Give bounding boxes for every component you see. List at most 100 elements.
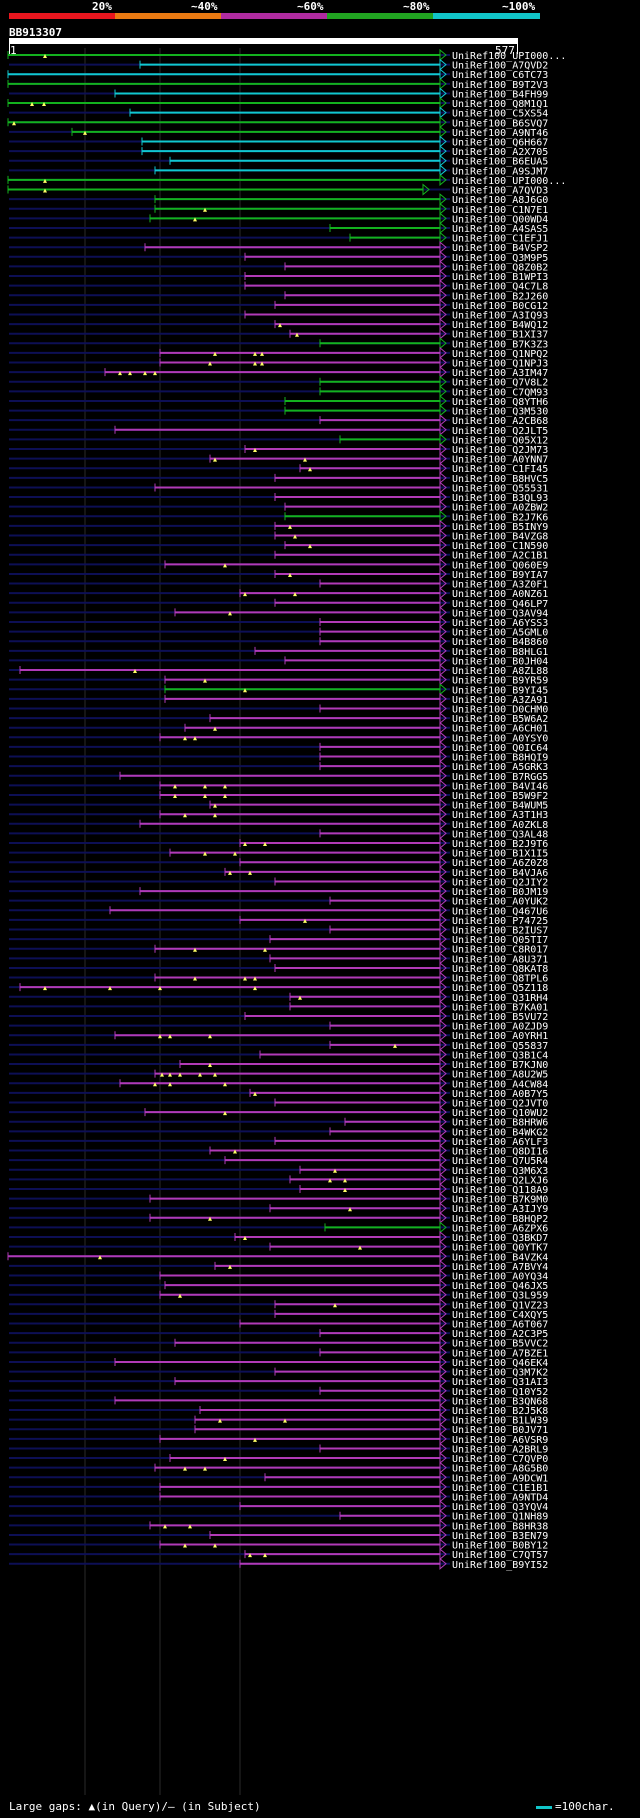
hit-row[interactable]: UniRef100_A2C3P5 — [9, 1327, 548, 1340]
hit-label[interactable]: UniRef100_A6YLF3 — [452, 1137, 548, 1148]
hit-row[interactable]: UniRef100_B1LW39 — [9, 1413, 548, 1427]
hit-label[interactable]: UniRef100_A5GML0 — [452, 628, 548, 639]
hit-row[interactable]: UniRef100_A3T1H3 — [9, 808, 548, 821]
hit-label[interactable]: UniRef100_B8HRW6 — [452, 1118, 548, 1129]
hit-row[interactable]: UniRef100_UPI000... — [7, 173, 566, 187]
hit-row[interactable]: UniRef100_A2X705 — [9, 145, 548, 158]
hit-label[interactable]: UniRef100_P74725 — [452, 916, 548, 927]
hit-label[interactable]: UniRef100_B8HQI9 — [452, 753, 548, 764]
hit-row[interactable]: UniRef100_D0CHM0 — [9, 702, 548, 715]
hit-label[interactable]: UniRef100_B3QN68 — [452, 1396, 548, 1407]
hit-row[interactable]: UniRef100_Q3AV94 — [9, 606, 548, 619]
hit-label[interactable]: UniRef100_A9DCW1 — [452, 1473, 548, 1484]
hit-row[interactable]: UniRef100_B5VVC2 — [9, 1336, 548, 1350]
hit-label[interactable]: UniRef100_B0BY12 — [452, 1541, 548, 1552]
hit-label[interactable]: UniRef100_B5W9F2 — [452, 791, 548, 802]
hit-row[interactable]: UniRef100_UPI000... — [7, 48, 566, 62]
hit-label[interactable]: UniRef100_B2J7K6 — [452, 512, 548, 523]
hit-row[interactable]: UniRef100_B8HLG1 — [9, 644, 548, 658]
hit-label[interactable]: UniRef100_B2J5K8 — [452, 1406, 548, 1417]
hit-row[interactable]: UniRef100_B0JM19 — [9, 885, 548, 898]
hit-row[interactable]: UniRef100_B4B860 — [9, 635, 548, 648]
hit-label[interactable]: UniRef100_Q3B1C4 — [452, 1050, 548, 1061]
hit-label[interactable]: UniRef100_A0YNN7 — [452, 455, 548, 466]
hit-label[interactable]: UniRef100_Q8M1Q1 — [452, 99, 548, 110]
hit-row[interactable]: UniRef100_Q3AL48 — [9, 827, 548, 840]
hit-row[interactable]: UniRef100_Q8KAT8 — [9, 961, 548, 975]
hit-label[interactable]: UniRef100_Q3AV94 — [452, 608, 548, 619]
hit-label[interactable]: UniRef100_Q00WD4 — [452, 214, 548, 225]
hit-label[interactable]: UniRef100_B4FH99 — [452, 89, 548, 100]
hit-row[interactable]: UniRef100_Q060E9 — [9, 558, 548, 571]
hit-label[interactable]: UniRef100_A7QVD3 — [452, 186, 548, 197]
hit-label[interactable]: UniRef100_Q118A9 — [452, 1185, 548, 1196]
hit-label[interactable]: UniRef100_B1WPI3 — [452, 272, 548, 283]
hit-label[interactable]: UniRef100_B9YI45 — [452, 685, 548, 696]
hit-label[interactable]: UniRef100_B2J9T6 — [452, 839, 548, 850]
hit-row[interactable]: UniRef100_B5INY9 — [9, 519, 548, 533]
hit-label[interactable]: UniRef100_Q8Z0B2 — [452, 262, 548, 273]
hit-label[interactable]: UniRef100_Q0IC64 — [452, 743, 548, 754]
hit-row[interactable]: UniRef100_B8HQP2 — [9, 1211, 548, 1225]
hit-row[interactable]: UniRef100_Q0YTK7 — [9, 1240, 548, 1254]
hit-row[interactable]: UniRef100_B4VZK4 — [7, 1250, 548, 1263]
hit-row[interactable]: UniRef100_Q3M9P5 — [9, 250, 548, 264]
hit-row[interactable]: UniRef100_B2J5K8 — [9, 1403, 548, 1417]
hit-row[interactable]: UniRef100_C6TC73 — [7, 68, 548, 81]
hit-label[interactable]: UniRef100_B0JV71 — [452, 1425, 548, 1436]
hit-label[interactable]: UniRef100_B7KJN0 — [452, 1060, 548, 1071]
hit-label[interactable]: UniRef100_A0ZJD9 — [452, 1022, 548, 1033]
hit-label[interactable]: UniRef100_C6TC73 — [452, 70, 548, 81]
hit-label[interactable]: UniRef100_C7QVP0 — [452, 1454, 548, 1465]
hit-row[interactable]: UniRef100_Q467U6 — [9, 904, 548, 917]
hit-row[interactable]: UniRef100_B9T2V3 — [7, 77, 548, 91]
hit-row[interactable]: UniRef100_B4VJA6 — [9, 865, 548, 879]
hit-row[interactable]: UniRef100_B7K3Z3 — [9, 337, 548, 350]
hit-label[interactable]: UniRef100_Q3M7K2 — [452, 1368, 548, 1379]
hit-label[interactable]: UniRef100_Q10Y52 — [452, 1387, 548, 1398]
hit-row[interactable]: UniRef100_Q3M530 — [9, 404, 548, 418]
hit-label[interactable]: UniRef100_Q8YTH6 — [452, 397, 548, 408]
hit-row[interactable]: UniRef100_C1FI45 — [9, 462, 548, 475]
hit-label[interactable]: UniRef100_B9YR59 — [452, 676, 548, 687]
hit-row[interactable]: UniRef100_A4SAS5 — [9, 221, 548, 235]
hit-label[interactable]: UniRef100_Q7U5R4 — [452, 1156, 548, 1167]
hit-label[interactable]: UniRef100_A2BRL9 — [452, 1444, 548, 1455]
hit-label[interactable]: UniRef100_A8ZL88 — [452, 666, 548, 677]
hit-row[interactable]: UniRef100_Q1NPJ3 — [9, 356, 548, 370]
hit-row[interactable]: UniRef100_B7RGG5 — [9, 769, 548, 783]
hit-row[interactable]: UniRef100_Q8DI16 — [9, 1144, 548, 1158]
hit-label[interactable]: UniRef100_B8HVC5 — [452, 474, 548, 485]
hit-label[interactable]: UniRef100_B7KA01 — [452, 1002, 548, 1013]
hit-row[interactable]: UniRef100_A7BVY4 — [9, 1259, 548, 1273]
hit-row[interactable]: UniRef100_B9YIA7 — [9, 567, 548, 581]
hit-row[interactable]: UniRef100_B7KA01 — [9, 1000, 548, 1013]
hit-row[interactable]: UniRef100_Q8TPL6 — [9, 971, 548, 985]
hit-label[interactable]: UniRef100_B9YI52 — [452, 1560, 548, 1571]
hit-row[interactable]: UniRef100_A9NTD4 — [9, 1490, 548, 1504]
hit-label[interactable]: UniRef100_A0ZKL8 — [452, 820, 548, 831]
hit-row[interactable]: UniRef100_A6CH01 — [9, 721, 548, 735]
hit-label[interactable]: UniRef100_D0CHM0 — [452, 704, 548, 715]
hit-row[interactable]: UniRef100_B4VZG8 — [9, 529, 548, 543]
hit-row[interactable]: UniRef100_A8G5B0 — [9, 1461, 548, 1475]
hit-row[interactable]: UniRef100_C1N7E1 — [9, 202, 548, 216]
hit-row[interactable]: UniRef100_C7QT57 — [9, 1548, 548, 1561]
hit-label[interactable]: UniRef100_A3IM47 — [452, 368, 548, 379]
hit-label[interactable]: UniRef100_A4SAS5 — [452, 224, 548, 235]
hit-row[interactable]: UniRef100_B2J260 — [9, 289, 548, 302]
hit-label[interactable]: UniRef100_Q3YQV4 — [452, 1502, 548, 1513]
hit-label[interactable]: UniRef100_B4WQ12 — [452, 320, 548, 331]
hit-row[interactable]: UniRef100_Q7U5R4 — [9, 1154, 548, 1167]
hit-label[interactable]: UniRef100_B1XI37 — [452, 330, 548, 341]
hit-label[interactable]: UniRef100_C1EFJ1 — [452, 234, 548, 245]
hit-label[interactable]: UniRef100_B4VZK4 — [452, 1252, 548, 1263]
hit-label[interactable]: UniRef100_C1N590 — [452, 541, 548, 552]
hit-row[interactable]: UniRef100_A4CW84 — [9, 1077, 548, 1090]
hit-label[interactable]: UniRef100_A8U2W5 — [452, 1070, 548, 1081]
hit-label[interactable]: UniRef100_A7BVY4 — [452, 1262, 548, 1273]
hit-row[interactable]: UniRef100_Q46JX5 — [9, 1279, 548, 1292]
hit-row[interactable]: UniRef100_C7QM93 — [9, 385, 548, 398]
hit-label[interactable]: UniRef100_B4VI46 — [452, 781, 548, 792]
hit-row[interactable]: UniRef100_A7QVD3 — [7, 183, 548, 197]
